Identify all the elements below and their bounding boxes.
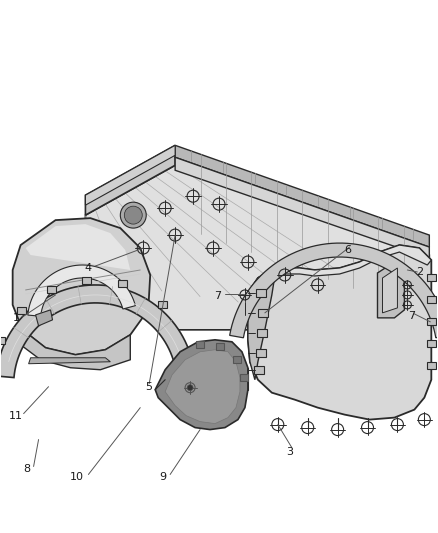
Bar <box>82 277 91 284</box>
Text: 3: 3 <box>286 447 293 457</box>
Polygon shape <box>85 165 429 330</box>
Polygon shape <box>25 224 130 270</box>
Polygon shape <box>165 350 240 424</box>
Bar <box>17 307 26 314</box>
Text: 4: 4 <box>85 263 92 273</box>
Circle shape <box>120 202 146 228</box>
Polygon shape <box>230 243 438 338</box>
Bar <box>254 366 264 374</box>
Text: 6: 6 <box>344 245 351 255</box>
Text: 11: 11 <box>9 410 23 421</box>
Bar <box>258 309 268 317</box>
Polygon shape <box>28 358 110 364</box>
Bar <box>216 343 224 350</box>
Bar <box>427 362 436 369</box>
Text: 1: 1 <box>13 313 20 323</box>
Bar <box>47 286 56 293</box>
Circle shape <box>187 385 193 391</box>
Polygon shape <box>35 310 53 326</box>
Circle shape <box>124 206 142 224</box>
Text: 5: 5 <box>145 382 152 392</box>
Bar <box>233 356 241 364</box>
Bar <box>0 337 5 344</box>
Text: 10: 10 <box>70 472 84 482</box>
Polygon shape <box>85 146 175 215</box>
Bar <box>427 340 436 348</box>
Bar <box>196 341 204 348</box>
Bar <box>427 274 436 281</box>
Polygon shape <box>382 268 397 313</box>
Text: 8: 8 <box>23 464 30 474</box>
Text: 7: 7 <box>408 311 415 321</box>
Polygon shape <box>258 245 431 284</box>
Polygon shape <box>155 340 248 430</box>
Polygon shape <box>28 265 135 316</box>
Bar <box>118 280 127 287</box>
Bar <box>257 329 267 337</box>
Bar <box>256 349 266 357</box>
Polygon shape <box>21 330 130 370</box>
Polygon shape <box>248 272 275 379</box>
Polygon shape <box>248 245 431 419</box>
Text: 7: 7 <box>215 291 222 301</box>
Bar <box>240 374 248 381</box>
Bar <box>256 289 266 297</box>
Text: 9: 9 <box>159 472 167 482</box>
Polygon shape <box>13 218 150 355</box>
Polygon shape <box>85 146 175 205</box>
Bar <box>427 296 436 303</box>
Polygon shape <box>175 146 429 247</box>
Polygon shape <box>175 157 429 330</box>
Bar <box>158 301 167 308</box>
Polygon shape <box>0 285 192 377</box>
Bar <box>427 318 436 325</box>
Text: 2: 2 <box>416 267 423 277</box>
Polygon shape <box>378 260 404 318</box>
